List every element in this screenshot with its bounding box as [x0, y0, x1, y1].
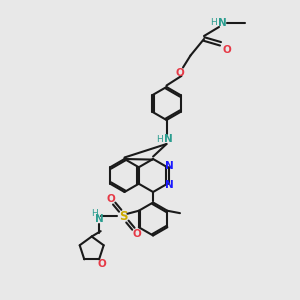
Text: N: N: [165, 180, 174, 190]
Text: O: O: [176, 68, 184, 78]
Text: H: H: [91, 209, 98, 218]
Text: N: N: [165, 161, 174, 171]
Text: O: O: [132, 229, 141, 238]
Text: H: H: [210, 18, 217, 27]
Text: O: O: [107, 194, 116, 204]
Text: H: H: [157, 135, 163, 144]
Text: N: N: [218, 17, 226, 28]
Text: N: N: [164, 134, 172, 145]
Text: O: O: [98, 259, 106, 269]
Text: O: O: [223, 45, 232, 55]
Text: N: N: [95, 214, 103, 224]
Text: S: S: [119, 210, 128, 223]
